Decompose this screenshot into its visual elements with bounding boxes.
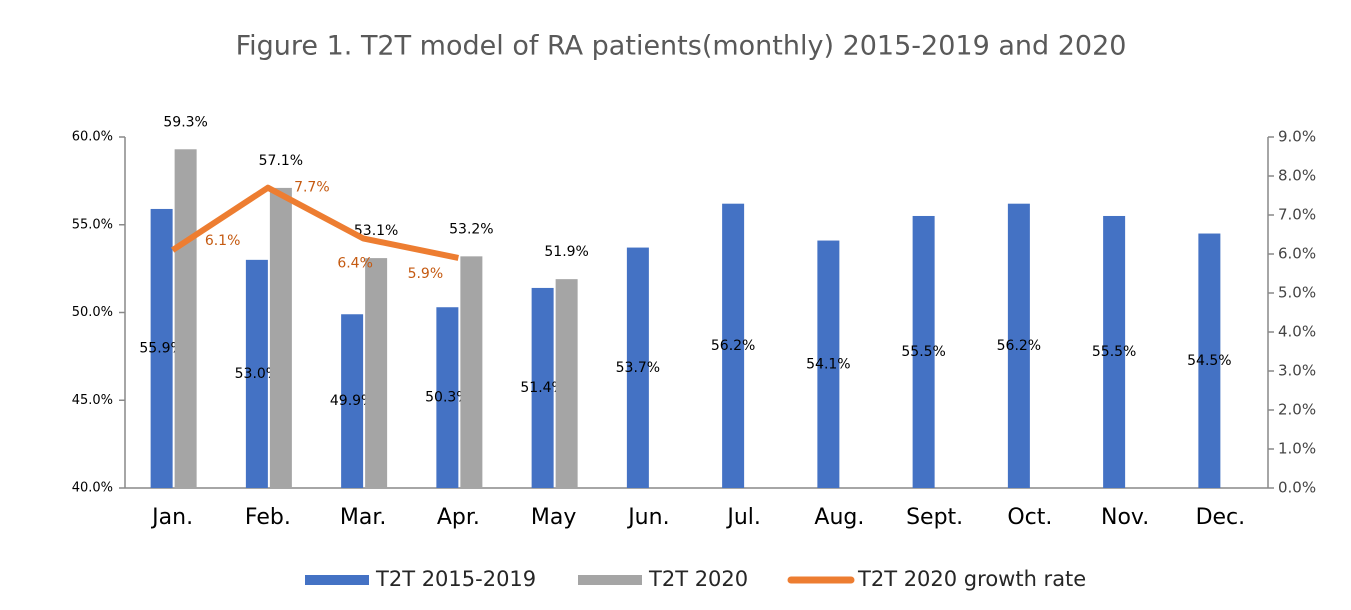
y2-tick-label: 2.0%: [1278, 401, 1316, 419]
x-tick-label: Aug.: [814, 505, 864, 530]
data-label: 51.4%: [520, 380, 564, 396]
data-label: 53.1%: [354, 223, 398, 239]
bar: [245, 259, 268, 488]
data-label: 56.2%: [997, 338, 1041, 354]
legend-swatch: [578, 575, 642, 585]
legend-swatch: [305, 575, 369, 585]
y2-tick-label: 0.0%: [1278, 479, 1316, 497]
bar: [436, 307, 459, 488]
legend-label: T2T 2015-2019: [375, 567, 536, 591]
y-tick-label: 45.0%: [72, 393, 113, 408]
data-label: 53.0%: [235, 366, 279, 382]
bar: [722, 203, 745, 488]
x-tick-label: Oct.: [1007, 505, 1052, 530]
bar: [341, 314, 364, 488]
bar: [555, 279, 578, 488]
y-tick-label: 50.0%: [72, 305, 113, 320]
y-tick-label: 55.0%: [72, 217, 113, 232]
x-tick-label: Jan.: [150, 505, 193, 530]
data-label: 7.7%: [294, 180, 330, 196]
data-label: 55.5%: [1092, 344, 1136, 360]
data-label: 6.4%: [337, 255, 373, 271]
x-tick-label: Mar.: [340, 505, 386, 530]
data-label: 57.1%: [259, 153, 303, 169]
data-label: 49.9%: [330, 393, 374, 409]
data-label: 56.2%: [711, 338, 755, 354]
x-tick-label: Apr.: [437, 505, 480, 530]
bar: [626, 247, 649, 488]
x-tick-label: Sept.: [906, 505, 963, 530]
y2-tick-label: 1.0%: [1278, 440, 1316, 458]
bar: [365, 258, 388, 488]
bar: [174, 149, 197, 488]
data-label: 55.5%: [901, 344, 945, 360]
bar: [531, 287, 554, 488]
legend-label: T2T 2020 growth rate: [857, 567, 1086, 591]
x-tick-label: Jul.: [725, 505, 761, 530]
data-label: 55.9%: [139, 340, 183, 356]
y2-tick-label: 6.0%: [1278, 245, 1316, 263]
bar: [1198, 233, 1221, 488]
y2-tick-label: 3.0%: [1278, 362, 1316, 380]
data-label: 59.3%: [163, 114, 207, 130]
y2-tick-label: 7.0%: [1278, 206, 1316, 224]
data-label: 5.9%: [408, 266, 444, 282]
legend-label: T2T 2020: [648, 567, 748, 591]
data-label: 51.9%: [544, 244, 588, 260]
data-label: 54.5%: [1187, 353, 1231, 369]
bar: [269, 187, 292, 488]
data-label: 54.1%: [806, 356, 850, 372]
chart-title: Figure 1. T2T model of RA patients(month…: [236, 31, 1127, 62]
y2-tick-label: 9.0%: [1278, 128, 1316, 146]
x-tick-label: Dec.: [1196, 505, 1246, 530]
y-tick-label: 40.0%: [72, 481, 113, 496]
bar: [1103, 215, 1126, 488]
bar: [817, 240, 840, 488]
data-label: 6.1%: [205, 233, 241, 249]
y-tick-label: 60.0%: [72, 130, 113, 145]
data-label: 50.3%: [425, 390, 469, 406]
y2-tick-label: 4.0%: [1278, 323, 1316, 341]
y2-tick-label: 8.0%: [1278, 167, 1316, 185]
x-tick-label: Feb.: [245, 505, 291, 530]
bar: [460, 256, 483, 488]
bar: [1007, 203, 1030, 488]
bar: [150, 208, 173, 488]
line: [170, 184, 459, 261]
bar: [912, 215, 935, 488]
data-label: 53.2%: [449, 221, 493, 237]
x-tick-label: Nov.: [1101, 505, 1149, 530]
y2-tick-label: 5.0%: [1278, 284, 1316, 302]
x-tick-label: Jun.: [626, 505, 669, 530]
x-tick-label: May: [531, 505, 576, 530]
data-label: 53.7%: [616, 360, 660, 376]
